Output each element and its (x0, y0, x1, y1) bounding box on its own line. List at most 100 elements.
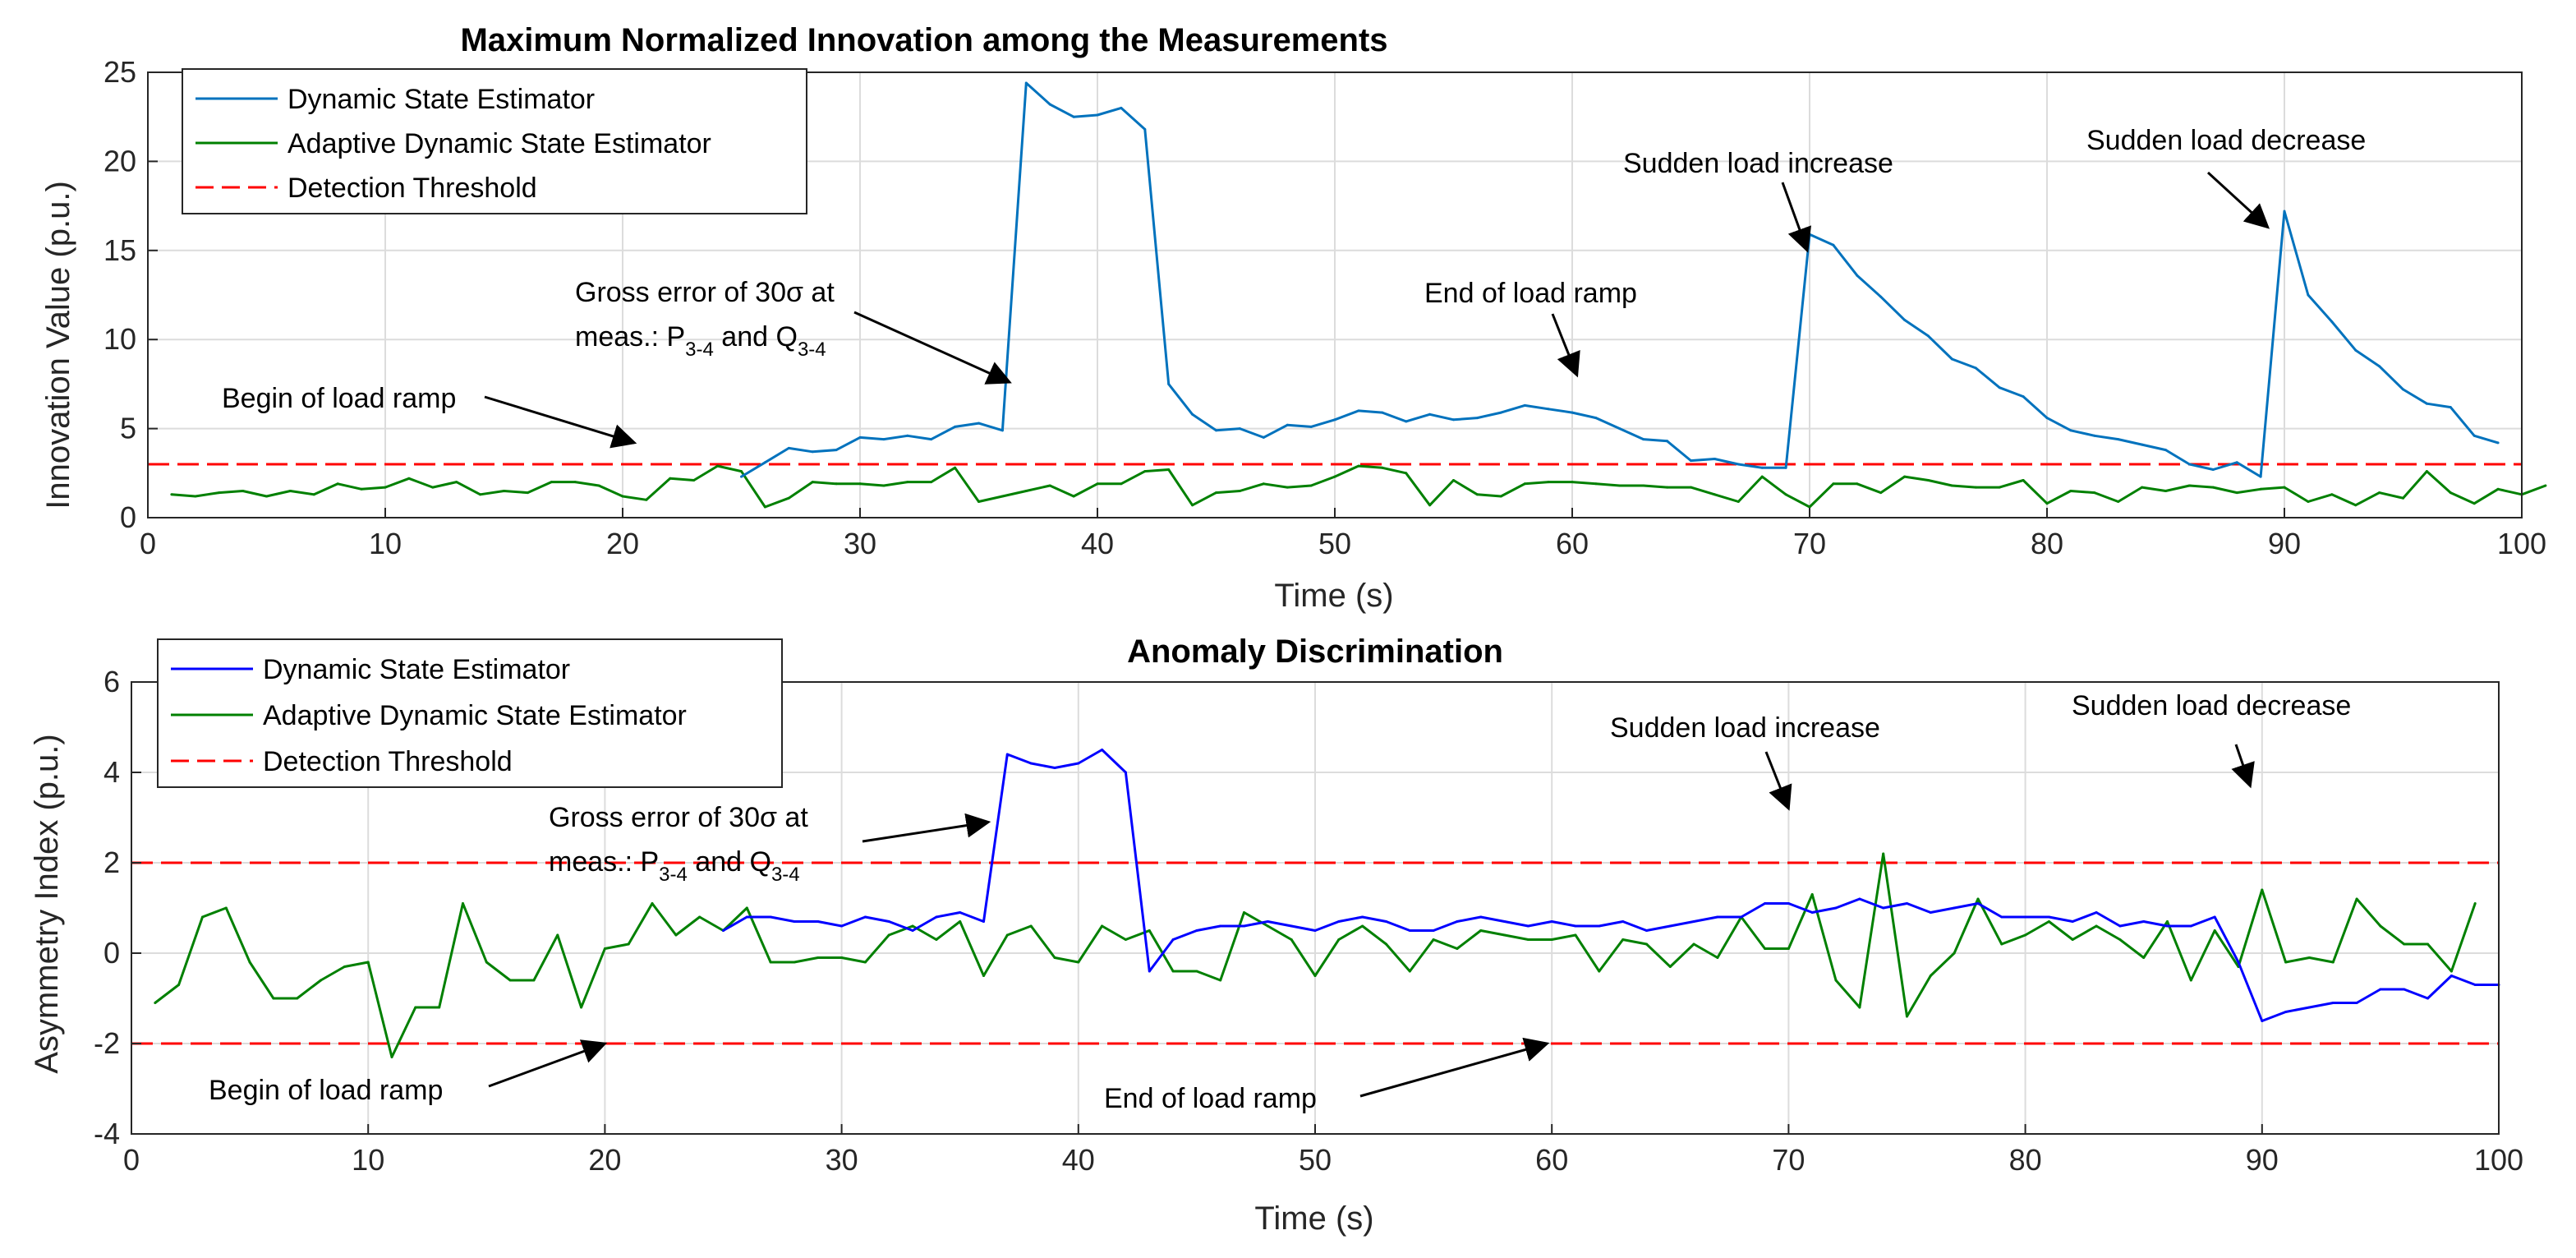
y-tick-label: 10 (104, 322, 136, 356)
adse-point (1618, 484, 1622, 487)
adse-point (390, 1056, 393, 1058)
annotation-end-ramp-bottom: End of load ramp (1104, 1083, 1317, 1114)
dse-point (2450, 975, 2453, 977)
dse-point (2235, 461, 2238, 464)
dse-point (2378, 365, 2381, 368)
dse-point (2047, 915, 2050, 919)
dse-point (1787, 902, 1790, 905)
adse-point (1787, 947, 1790, 950)
adse-point (1120, 482, 1123, 486)
adse-point (1432, 938, 1435, 941)
dse-point (1668, 924, 1672, 928)
adse-point (835, 482, 838, 486)
dse-point (722, 929, 724, 932)
dse-point (1622, 920, 1625, 923)
adse-point (1101, 924, 1104, 928)
dse-point (1692, 920, 1695, 923)
adse-point (1976, 897, 1980, 901)
adse-point (1290, 938, 1293, 941)
adse-point (1143, 470, 1147, 473)
dse-point (1243, 924, 1245, 928)
adse-point (2045, 502, 2049, 505)
dse-point (1195, 929, 1198, 932)
dse-point (1286, 423, 1289, 426)
dse-point (793, 920, 796, 923)
y-tick-label: 25 (104, 55, 136, 89)
dse-point (1784, 466, 1787, 469)
adse-point (1053, 956, 1056, 959)
dse-point (1810, 911, 1814, 914)
dse-point (2496, 441, 2500, 445)
adse-point (816, 956, 820, 959)
x-tick-label: 10 (352, 1143, 384, 1177)
adse-point (336, 482, 339, 486)
annotation-arrow-gross-error-bottom (862, 813, 991, 843)
adse-point (438, 1006, 441, 1009)
dse-point (763, 461, 766, 464)
annotation-arrow-end-ramp-bottom (1359, 1037, 1550, 1098)
adse-point (1167, 468, 1171, 471)
dse-point (2095, 911, 2098, 914)
x-tick-label: 80 (2031, 527, 2063, 560)
dse-point (2117, 438, 2120, 441)
asymmetry-annotations: Gross error of 30σ at meas.: P3-4 and Q3… (209, 690, 2351, 1114)
adse-point (1452, 479, 1455, 482)
adse-point (2189, 979, 2192, 982)
x-tick-label: 0 (140, 527, 156, 560)
adse-point (1832, 482, 1835, 486)
adse-point (1834, 979, 1838, 982)
adse-point (320, 979, 323, 982)
adse-point (1950, 484, 1953, 487)
adse-point (1456, 947, 1459, 950)
asymmetry-series (154, 749, 2500, 1058)
dse-point (1764, 902, 1767, 905)
dse-point (863, 915, 867, 919)
dse-point (2259, 475, 2262, 478)
adse-point (1879, 491, 1883, 495)
x-tick-label: 60 (1556, 527, 1589, 560)
dse-point (2307, 293, 2310, 297)
x-tick-label: 40 (1081, 527, 1114, 560)
dse-point (2402, 388, 2404, 391)
dse-point (2000, 915, 2003, 919)
innovation-legend: Dynamic State Estimator Adaptive Dynamic… (182, 68, 807, 214)
dse-point (2473, 984, 2477, 986)
dse-point (1856, 274, 1859, 277)
dse-point (1716, 915, 1719, 919)
adse-point (1385, 942, 1387, 946)
adse-point (1927, 479, 1930, 482)
dse-point (882, 438, 886, 441)
adse-point (550, 481, 553, 484)
dse-point (887, 920, 890, 923)
adse-point (911, 924, 914, 928)
adse-point (906, 481, 909, 484)
adse-point (526, 491, 529, 495)
dse-point (1618, 427, 1622, 431)
adse-point (1716, 956, 1719, 959)
x-tick-label: 100 (2497, 527, 2546, 560)
dse-point (1238, 427, 1241, 431)
adse-point (1547, 481, 1550, 484)
annotation-load-increase: Sudden load increase (1623, 148, 1893, 179)
adse-point (2355, 897, 2358, 901)
dse-point (1550, 920, 1553, 923)
adse-point (2211, 486, 2215, 489)
adse-point (978, 500, 980, 503)
asymmetry-legend: Dynamic State Estimator Adaptive Dynamic… (157, 638, 783, 788)
adse-point (2024, 933, 2027, 937)
y-tick-label: 4 (104, 755, 120, 789)
adse-point (508, 979, 512, 982)
adse-point (485, 961, 488, 964)
adse-point (580, 1006, 583, 1009)
y-tick-label: 0 (104, 936, 120, 970)
dse-point (1736, 463, 1740, 466)
adse-point (573, 481, 577, 484)
adse-point (840, 956, 844, 959)
dse-point (1191, 412, 1194, 416)
annotation-gross-error-line1: Gross error of 30σ at (575, 277, 835, 308)
dse-point (1124, 771, 1127, 774)
adse-point (2047, 920, 2050, 923)
dse-series-0 (740, 81, 2500, 478)
adse-point (366, 961, 370, 964)
dse-point (2118, 924, 2122, 928)
